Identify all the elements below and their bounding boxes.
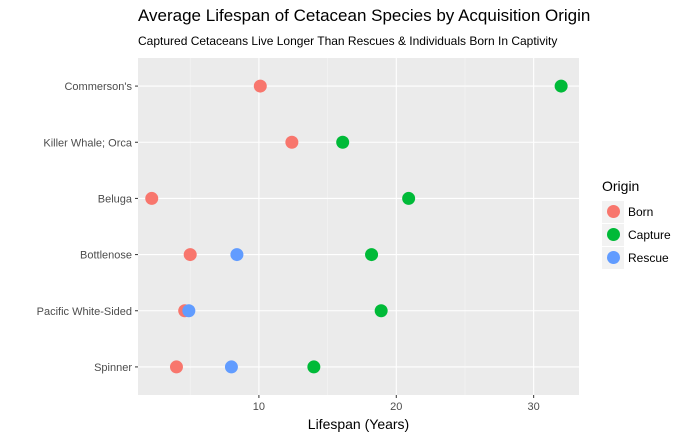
point-capture [307,360,321,374]
legend-entry-capture: Capture [602,223,671,246]
legend-swatch [606,251,620,264]
x-axis-label: Lifespan (Years) [308,416,409,432]
x-tick-label: 10 [253,401,265,413]
plot-panel [138,58,579,395]
point-born [285,135,299,149]
data-points [145,79,568,374]
legend-label: Born [628,204,654,219]
point-born [183,248,197,262]
x-tick-label: 30 [528,401,540,413]
y-tick-label: Beluga [98,193,133,205]
point-rescue [230,248,244,262]
minor-gridlines [189,58,466,395]
point-capture [402,191,416,205]
major-gridlines [138,58,579,395]
point-capture [374,304,388,318]
point-capture [365,248,379,262]
y-tick-label: Spinner [94,362,132,374]
legend-key [602,200,624,223]
legend-label: Rescue [628,250,669,265]
legend-swatch [606,228,620,241]
legend-entry-rescue: Rescue [602,246,671,269]
legend: Origin Born Capture Rescue [602,178,671,269]
point-rescue [182,304,196,318]
point-born [169,360,183,374]
point-capture [554,79,568,93]
x-axis: 10 20 30 [253,395,540,413]
chart-subtitle: Captured Cetaceans Live Longer Than Resc… [138,34,558,48]
x-tick-label: 20 [390,401,402,413]
legend-entries: Born Capture Rescue [602,200,671,269]
y-tick-label: Pacific White-Sided [37,306,132,318]
point-born [253,79,267,93]
legend-swatch [606,205,620,218]
point-capture [336,135,350,149]
legend-key [602,223,624,246]
legend-label: Capture [628,227,671,242]
point-born [145,191,159,205]
legend-entry-born: Born [602,200,671,223]
chart-title: Average Lifespan of Cetacean Species by … [138,6,591,25]
y-tick-label: Killer Whale; Orca [43,137,133,149]
legend-title: Origin [602,178,640,194]
legend-key [602,246,624,269]
y-tick-label: Bottlenose [80,250,132,262]
point-rescue [224,360,238,374]
y-tick-label: Commerson's [64,81,132,93]
y-axis: Commerson's Killer Whale; Orca Beluga Bottl… [37,81,138,374]
